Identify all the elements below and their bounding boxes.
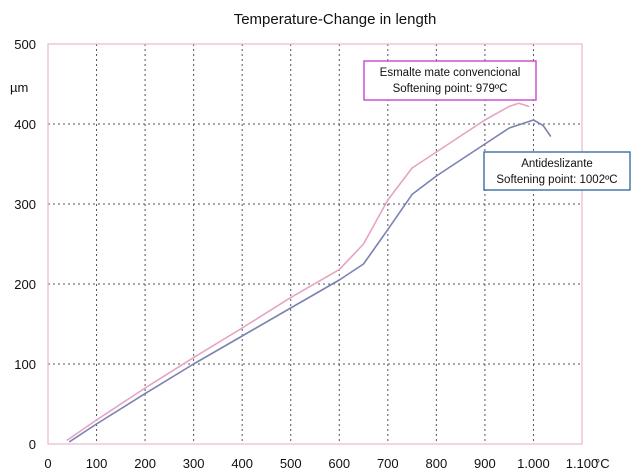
plot-frame xyxy=(47,43,583,445)
y-tick-label-2: 200 xyxy=(14,277,36,292)
annotation-esmalte-line2: Softening point: 979ºC xyxy=(393,83,508,95)
annotation-esmalte-box xyxy=(363,60,537,101)
x-tick-label-8: 800 xyxy=(426,456,448,471)
gridlines xyxy=(48,44,582,444)
x-tick-label-7: 700 xyxy=(377,456,399,471)
x-tick-label-3: 300 xyxy=(183,456,205,471)
series-line-esmalte xyxy=(66,102,530,441)
plot-border xyxy=(47,43,583,445)
annotation-esmalte-line1: Esmalte mate convencional xyxy=(380,67,521,79)
y-tick-label-4: 400 xyxy=(14,117,36,132)
annotation-antideslizante-box xyxy=(483,151,631,191)
y-axis-unit-label: µm xyxy=(10,80,28,95)
y-tick-label-0: 0 xyxy=(29,437,36,452)
tick-labels: 0 100 200 300 400 500 600 700 800 900 1.000 1.100 0 1… xyxy=(14,37,598,471)
y-tick-label-3: 300 xyxy=(14,197,36,212)
x-tick-label-0: 0 xyxy=(44,456,51,471)
annotation-antideslizante: Antideslizante Softening point: 1002ºC xyxy=(483,151,631,191)
annotation-antideslizante-line2: Softening point: 1002ºC xyxy=(496,174,617,186)
x-tick-label-10: 1.000 xyxy=(517,456,550,471)
annotation-antideslizante-line1: Antideslizante xyxy=(521,158,593,170)
y-tick-label-1: 100 xyxy=(14,357,36,372)
x-tick-label-11: 1.100 xyxy=(566,456,599,471)
x-tick-label-1: 100 xyxy=(86,456,108,471)
annotation-esmalte: Esmalte mate convencional Softening poin… xyxy=(363,60,537,101)
x-axis-unit-label: °C xyxy=(595,456,610,471)
x-tick-label-9: 900 xyxy=(474,456,496,471)
x-tick-label-2: 200 xyxy=(134,456,156,471)
x-tick-label-4: 400 xyxy=(231,456,253,471)
series-lines xyxy=(66,102,552,443)
x-tick-label-6: 600 xyxy=(328,456,350,471)
chart-title: Temperature-Change in length xyxy=(234,11,437,28)
y-tick-label-5: 500 xyxy=(14,37,36,52)
x-tick-label-5: 500 xyxy=(280,456,302,471)
series-line-antideslizante xyxy=(69,119,552,443)
